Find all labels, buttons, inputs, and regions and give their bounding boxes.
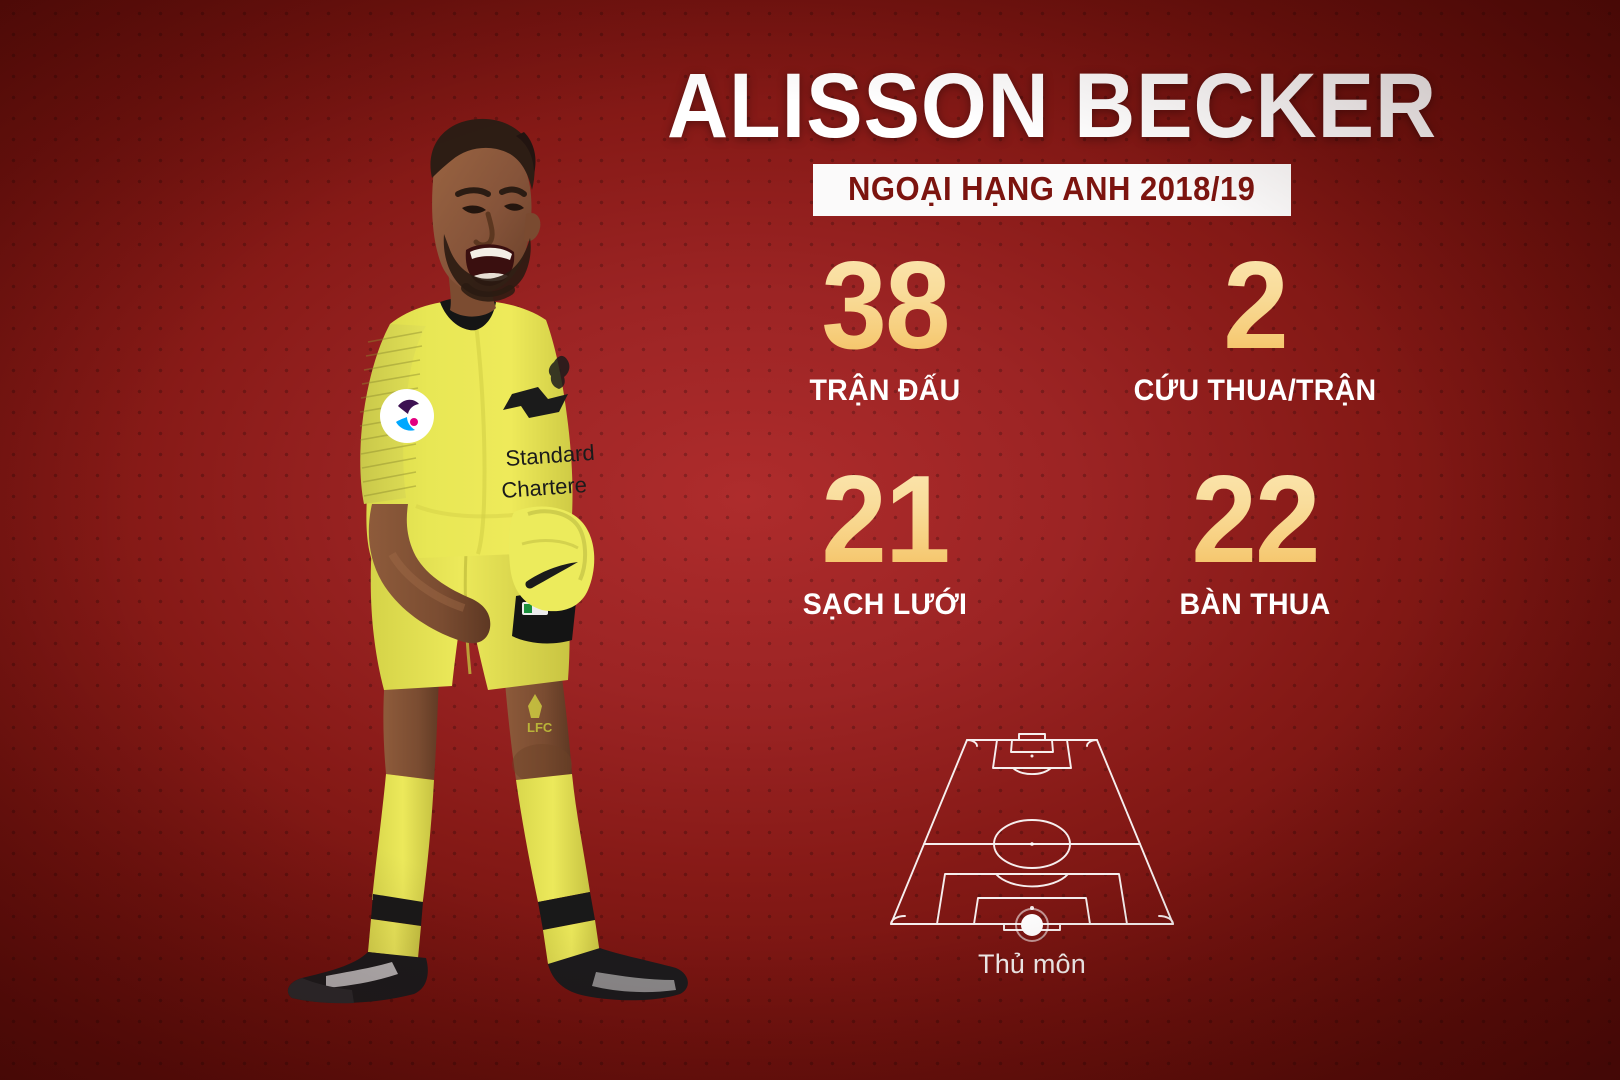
pitch-diagram: Thủ môn [836,694,1228,994]
svg-text:Chartere: Chartere [501,472,588,503]
stat-grid: 38 TRẬN ĐẤU 2 CỨU THUA/TRẬN 21 SẠCH LƯỚI… [700,244,1440,622]
pitch-caption: Thủ môn [978,949,1086,979]
page-title: ALISSON BECKER [666,55,1438,157]
stat-label: TRẬN ĐẤU [809,374,961,407]
subtitle-band: NGOẠI HẠNG ANH 2018/19 [813,164,1291,216]
stat-card-saves-per-match: 2 CỨU THUA/TRẬN [1070,244,1440,408]
svg-text:Standard: Standard [505,440,596,471]
stat-label: SẠCH LƯỚI [802,588,968,621]
stat-label: CỨU THUA/TRẬN [1133,374,1377,407]
stat-value: 21 [709,458,1061,582]
subtitle-text: NGOẠI HẠNG ANH 2018/19 [848,170,1256,207]
stat-value: 38 [709,244,1061,368]
stat-card-clean-sheets: 21 SẠCH LƯỚI [700,458,1070,622]
svg-text:LFC: LFC [527,720,553,735]
stat-value: 22 [1079,458,1431,582]
stat-card-matches: 38 TRẬN ĐẤU [700,244,1070,408]
stat-label: BÀN THUA [1179,588,1331,621]
keeper-position-dot [1021,914,1043,936]
stat-card-goals-conceded: 22 BÀN THUA [1070,458,1440,622]
pitch-svg [890,733,1174,942]
stat-value: 2 [1079,244,1431,368]
header: ALISSON BECKER NGOẠI HẠNG ANH 2018/19 [612,58,1492,216]
